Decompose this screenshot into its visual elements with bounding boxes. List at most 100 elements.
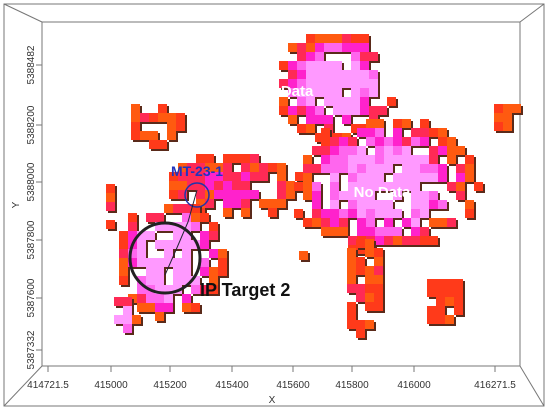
voxel: [351, 34, 360, 43]
voxel: [232, 199, 241, 208]
voxel: [366, 209, 375, 218]
voxel: [315, 133, 324, 142]
voxel: [250, 154, 259, 163]
voxel: [312, 200, 321, 209]
voxel: [393, 182, 402, 191]
voxel: [503, 104, 512, 113]
voxel: [146, 258, 155, 267]
voxel: [438, 173, 447, 182]
voxel: [454, 306, 463, 315]
voxel: [420, 236, 429, 245]
voxel: [411, 227, 420, 236]
voxel: [436, 306, 445, 315]
voxel: [214, 163, 223, 172]
voxel: [218, 258, 227, 267]
voxel: [438, 128, 447, 137]
voxel: [149, 113, 158, 122]
voxel: [106, 184, 115, 193]
voxel: [456, 164, 465, 173]
voxel: [339, 191, 348, 200]
voxel: [277, 181, 286, 190]
voxel: [402, 137, 411, 146]
voxel: [357, 209, 366, 218]
voxel: [365, 302, 374, 311]
voxel: [137, 249, 146, 258]
voxel: [146, 294, 155, 303]
voxel: [191, 222, 200, 231]
voxel: [169, 190, 178, 199]
voxel: [411, 200, 420, 209]
voxel: [456, 182, 465, 191]
voxel: [259, 172, 268, 181]
voxel: [333, 97, 342, 106]
voxel: [191, 276, 200, 285]
voxel: [411, 236, 420, 245]
voxel: [173, 258, 182, 267]
voxel: [384, 146, 393, 155]
voxel: [137, 294, 146, 303]
voxel: [223, 154, 232, 163]
voxel: [173, 231, 182, 240]
voxel: [360, 106, 369, 115]
voxel: [366, 182, 375, 191]
voxel: [348, 173, 357, 182]
voxel: [333, 106, 342, 115]
voxel: [324, 79, 333, 88]
voxel: [200, 231, 209, 240]
voxel: [411, 137, 420, 146]
voxel: [402, 182, 411, 191]
voxel: [429, 173, 438, 182]
voxel: [393, 191, 402, 200]
voxel: [232, 181, 241, 190]
voxel: [374, 284, 383, 293]
voxel: [288, 43, 297, 52]
voxel: [447, 155, 456, 164]
voxel: [137, 276, 146, 285]
voxel: [494, 104, 503, 113]
voxel: [465, 155, 474, 164]
voxel: [330, 155, 339, 164]
voxel: [321, 137, 330, 146]
voxel: [191, 303, 200, 312]
voxel: [333, 34, 342, 43]
voxel: [366, 200, 375, 209]
voxel: [158, 113, 167, 122]
voxel: [369, 106, 378, 115]
voxel: [342, 115, 351, 124]
voxel: [347, 248, 356, 257]
voxel: [465, 200, 474, 209]
voxel: [351, 97, 360, 106]
voxel: [299, 251, 308, 260]
voxel: [119, 231, 128, 240]
voxel: [402, 164, 411, 173]
voxel: [365, 293, 374, 302]
voxel: [321, 218, 330, 227]
voxel: [169, 172, 178, 181]
voxel: [438, 218, 447, 227]
voxel: [306, 88, 315, 97]
voxel: [351, 79, 360, 88]
voxel: [411, 164, 420, 173]
voxel: [356, 239, 365, 248]
well-label: MT-23-1: [171, 163, 223, 179]
voxel: [369, 88, 378, 97]
voxel: [429, 146, 438, 155]
voxel: [303, 155, 312, 164]
x-axis-title: X: [269, 395, 276, 406]
voxel: [306, 52, 315, 61]
voxel: [420, 128, 429, 137]
voxel: [324, 115, 333, 124]
voxel: [356, 320, 365, 329]
y-axis-title: Y: [11, 201, 22, 208]
voxel: [158, 104, 167, 113]
voxel: [128, 231, 137, 240]
voxel: [393, 236, 402, 245]
voxel: [357, 146, 366, 155]
voxel: [131, 122, 140, 131]
voxel: [191, 213, 200, 222]
voxel: [351, 124, 360, 133]
voxel: [324, 88, 333, 97]
voxel: [155, 276, 164, 285]
voxel: [321, 227, 330, 236]
voxel: [365, 248, 374, 257]
